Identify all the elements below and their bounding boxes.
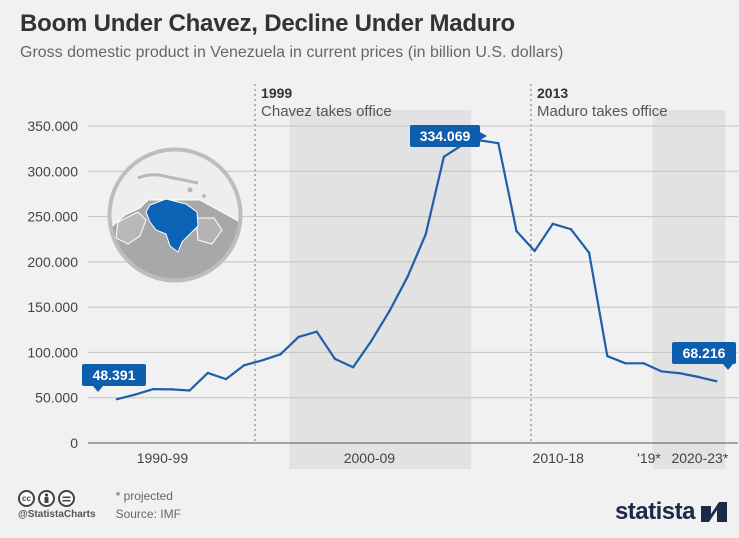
shaded-period: [289, 110, 472, 469]
shaded-period: [652, 110, 726, 469]
statista-mark-icon: [701, 502, 727, 522]
gdp-series-line: [116, 139, 717, 401]
data-point: [406, 275, 409, 279]
data-point: [134, 393, 137, 396]
y-tick-label: 300.000: [27, 163, 78, 179]
statista-logo[interactable]: statista: [615, 498, 727, 526]
callout-label: 68.216: [683, 345, 726, 361]
data-point: [587, 251, 591, 254]
data-point: [624, 362, 627, 365]
data-point: [678, 372, 682, 375]
value-callout: [82, 364, 146, 386]
event-year: 2013: [537, 85, 568, 101]
callout-pointer: [93, 386, 103, 392]
data-point: [388, 310, 391, 313]
notes-block: * projected Source: IMF: [116, 487, 181, 523]
event-label: Chavez takes office: [261, 103, 392, 120]
chart-title: Boom Under Chavez, Decline Under Maduro: [20, 10, 515, 37]
data-point: [696, 375, 700, 379]
x-group-label: 1990-99: [137, 450, 189, 466]
callout-label: 48.391: [93, 367, 136, 383]
twitter-handle[interactable]: @StatistaCharts: [18, 509, 96, 520]
callout-label: 334.069: [420, 128, 471, 144]
data-point: [533, 249, 536, 253]
data-point: [333, 357, 337, 361]
venezuela-map-icon: [107, 147, 243, 283]
event-year: 1999: [261, 85, 292, 101]
y-tick-label: 350.000: [27, 118, 78, 134]
license-icons: cc: [18, 490, 96, 507]
equals-icon[interactable]: [58, 490, 75, 507]
by-icon[interactable]: [38, 490, 55, 507]
data-point: [606, 354, 609, 358]
callout-pointer: [478, 131, 487, 141]
value-callout: [672, 342, 736, 364]
y-tick-label: 150.000: [27, 299, 78, 315]
data-point: [551, 222, 555, 226]
data-point: [442, 155, 446, 158]
y-tick-label: 100.000: [27, 344, 78, 360]
y-tick-label: 250.000: [27, 209, 78, 225]
data-point: [242, 364, 246, 367]
callout-pointer: [723, 364, 733, 370]
data-point: [660, 370, 663, 373]
projected-note: * projected: [115, 489, 173, 503]
data-point: [297, 335, 300, 339]
data-point: [279, 353, 282, 356]
chart-subtitle: Gross domestic product in Venezuela in c…: [20, 44, 564, 61]
data-point: [188, 389, 191, 392]
data-point: [569, 228, 573, 231]
data-point: [424, 233, 427, 236]
data-point: [515, 229, 518, 233]
data-point: [170, 388, 173, 391]
event-label: Maduro takes office: [537, 103, 668, 120]
y-tick-label: 50.000: [35, 390, 78, 406]
data-point: [224, 377, 228, 381]
brand-wordmark: statista: [614, 498, 696, 525]
y-tick-label: 0: [70, 435, 78, 451]
x-group-label: 2010-18: [533, 450, 585, 466]
data-point: [315, 330, 318, 333]
data-point: [642, 362, 645, 365]
data-point: [206, 371, 210, 375]
x-group-label: 2020-23*: [671, 450, 728, 466]
data-point: [351, 366, 355, 369]
y-tick-label: 200.000: [27, 254, 78, 270]
license-block: cc @StatistaCharts: [18, 490, 96, 520]
data-point: [261, 359, 264, 362]
data-point: [497, 142, 500, 145]
data-point: [115, 397, 119, 401]
x-group-label: 2000-09: [344, 450, 396, 466]
footer: cc @StatistaCharts * projected Source: I…: [18, 487, 181, 523]
cc-icon[interactable]: cc: [18, 490, 35, 507]
x-group-label: '19*: [637, 450, 661, 466]
source-note: Source: IMF: [115, 507, 181, 521]
value-callout: [410, 125, 480, 147]
data-point: [152, 387, 155, 391]
data-point: [370, 339, 373, 343]
data-point: [715, 380, 718, 383]
